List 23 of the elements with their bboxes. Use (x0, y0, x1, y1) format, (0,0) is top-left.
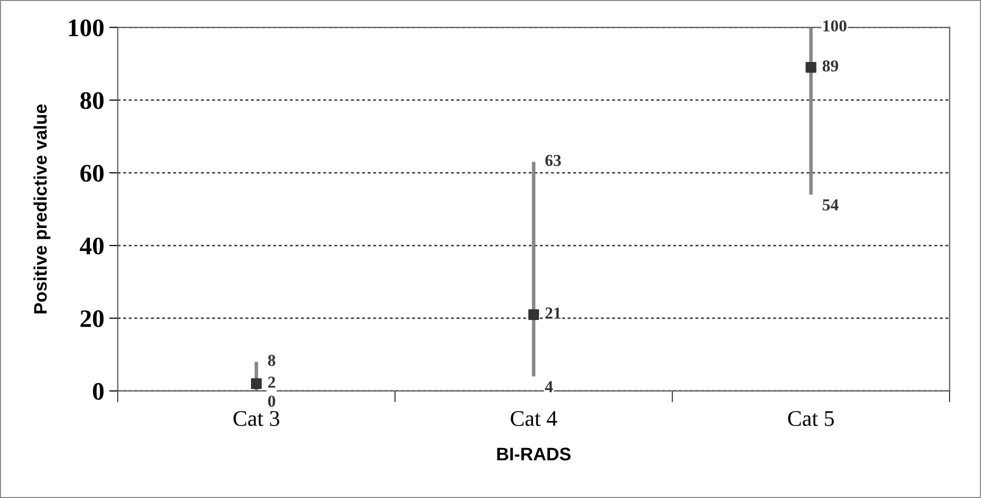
y-tick-label: 0 (92, 382, 104, 400)
point (806, 62, 816, 73)
annotation: 8 (268, 354, 276, 366)
annotation: 54 (822, 199, 838, 211)
y-tick-label: 40 (80, 238, 104, 254)
annotation: 0 (268, 396, 276, 407)
y-tick-label: 60 (80, 164, 104, 182)
y-tick-label: 80 (80, 92, 104, 110)
x-axis-title: BI-RADS (497, 448, 571, 460)
annotation: 100 (823, 20, 846, 32)
data-label: 2 (268, 376, 276, 388)
point (251, 378, 262, 390)
y-axis-title: Positive predictive value (34, 104, 50, 314)
data-label: 21 (545, 308, 561, 319)
x-tick-label: Cat 3 (234, 411, 280, 426)
x-tick-label: Cat 4 (510, 411, 558, 426)
point (528, 309, 540, 320)
y-tick-label: 20 (80, 310, 104, 328)
annotation: 4 (545, 381, 553, 392)
x-tick-label: Cat 5 (788, 411, 834, 426)
data-label: 89 (822, 60, 838, 72)
annotation: 63 (545, 154, 561, 166)
y-tick-label: 100 (69, 19, 104, 36)
